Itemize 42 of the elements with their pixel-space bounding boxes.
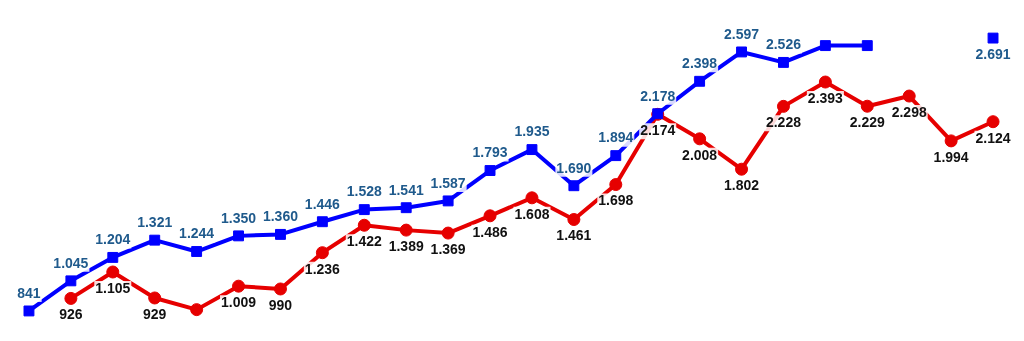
data-label: 841 [17,284,41,301]
data-label: 1.422 [346,233,383,250]
data-label: 929 [143,305,167,322]
data-label: 1.608 [514,205,550,222]
data-label: 1.690 [556,159,592,176]
data-label: 1.446 [304,195,341,212]
data-label: 1.045 [53,254,89,271]
data-label: 1.541 [388,181,424,198]
data-label: 2.228 [765,114,802,131]
data-label: 2.398 [682,55,718,72]
data-label: 2.597 [724,25,760,42]
data-label: 1.204 [95,231,131,248]
data-label: 2.526 [765,36,802,53]
data-label: 1.009 [221,294,257,311]
data-label: 1.935 [514,123,550,140]
data-label: 2.229 [849,114,886,131]
data-label: 1.793 [472,144,508,161]
data-label: 1.894 [598,129,634,146]
data-label: 2.298 [891,103,927,120]
data-label: 926 [59,306,83,323]
data-label: 1.587 [430,174,466,191]
data-label: 1.369 [430,240,466,257]
data-label: 1.994 [933,148,969,165]
data-label: 1.236 [304,260,341,277]
data-label: 1.802 [724,177,760,194]
data-label: 1.350 [221,209,257,226]
data-label: 1.321 [137,214,173,231]
data-label: 1.528 [346,183,383,200]
data-label: 2.691 [975,45,1011,62]
data-label: 2.178 [640,87,676,104]
data-label: 1.360 [262,208,299,225]
data-label: 990 [268,296,293,313]
data-label: 1.698 [598,192,634,209]
data-label: 2.124 [975,129,1011,146]
data-label: 1.389 [388,237,424,254]
data-label: 1.244 [179,225,215,242]
data-label: 1.105 [95,279,131,296]
data-label: 2.174 [640,122,676,139]
data-label: 2.008 [682,146,718,163]
data-label: 1.461 [556,227,592,244]
data-label: 2.393 [807,89,844,106]
data-label: 1.486 [472,223,508,240]
